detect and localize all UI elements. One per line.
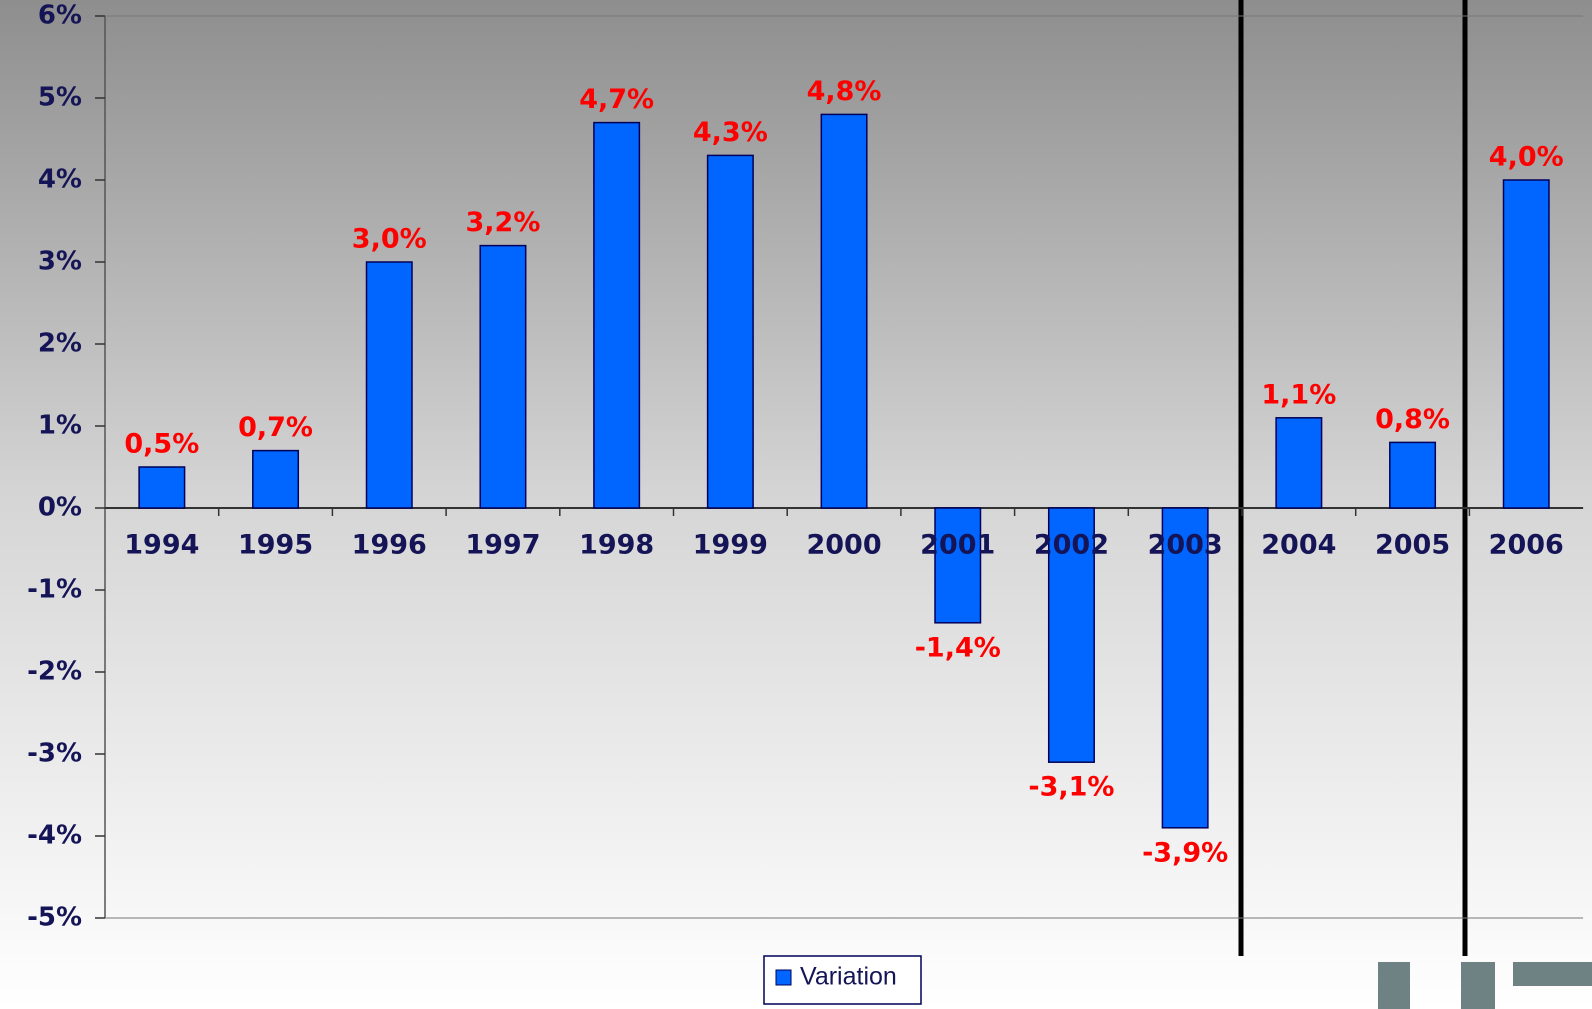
data-label: 3,2% bbox=[466, 207, 541, 238]
x-tick-label: 1999 bbox=[693, 530, 768, 561]
bar bbox=[252, 449, 300, 509]
x-tick-label: 2000 bbox=[806, 530, 881, 561]
y-tick-label: -5% bbox=[27, 903, 82, 933]
x-tick-label: 2003 bbox=[1148, 530, 1223, 561]
y-tick-label: 0% bbox=[38, 493, 82, 523]
data-label: 4,3% bbox=[693, 117, 768, 148]
x-tick-label: 2001 bbox=[920, 530, 995, 561]
bar bbox=[820, 113, 868, 509]
x-tick-label: 1995 bbox=[238, 530, 313, 561]
legend-swatch bbox=[775, 969, 792, 986]
data-label: -1,4% bbox=[915, 632, 1001, 663]
data-label: 4,8% bbox=[807, 76, 882, 107]
bar bbox=[1047, 507, 1095, 763]
data-label: 3,0% bbox=[352, 224, 427, 255]
y-tick-label: 3% bbox=[38, 247, 82, 277]
y-tick-label: 5% bbox=[38, 83, 82, 113]
bar bbox=[1161, 507, 1209, 829]
data-label: 0,8% bbox=[1375, 404, 1450, 435]
decoration bbox=[1513, 962, 1592, 986]
bar bbox=[1502, 179, 1550, 509]
y-tick-label: 2% bbox=[38, 329, 82, 359]
x-tick-label: 1998 bbox=[579, 530, 654, 561]
legend-label: Variation bbox=[800, 963, 897, 991]
data-label: 0,5% bbox=[124, 429, 199, 460]
y-tick-label: 4% bbox=[38, 165, 82, 195]
bar bbox=[934, 507, 982, 624]
x-tick-label: 1994 bbox=[124, 530, 199, 561]
y-tick-label: 1% bbox=[38, 411, 82, 441]
data-label: 4,7% bbox=[579, 84, 654, 115]
bar bbox=[1275, 417, 1323, 509]
x-tick-label: 1997 bbox=[465, 530, 540, 561]
data-label: 4,0% bbox=[1489, 142, 1564, 173]
x-tick-label: 1996 bbox=[352, 530, 427, 561]
y-tick-label: 6% bbox=[38, 1, 82, 31]
y-tick-label: -3% bbox=[27, 739, 82, 769]
data-label: 1,1% bbox=[1261, 379, 1336, 410]
x-tick-label: 2005 bbox=[1375, 530, 1450, 561]
data-label: -3,9% bbox=[1142, 837, 1228, 868]
bar bbox=[1389, 441, 1437, 509]
bar bbox=[479, 244, 527, 509]
y-tick-label: -4% bbox=[27, 821, 82, 851]
data-label: 0,7% bbox=[238, 412, 313, 443]
x-tick-label: 2002 bbox=[1034, 530, 1109, 561]
decoration bbox=[1378, 962, 1410, 1009]
bar bbox=[706, 154, 754, 509]
x-tick-label: 2006 bbox=[1489, 530, 1564, 561]
y-tick-label: -1% bbox=[27, 575, 82, 605]
y-tick-label: -2% bbox=[27, 657, 82, 687]
data-label: -3,1% bbox=[1028, 772, 1114, 803]
bar bbox=[138, 466, 186, 509]
decoration bbox=[1461, 962, 1495, 1009]
bar bbox=[593, 121, 641, 509]
x-tick-label: 2004 bbox=[1261, 530, 1336, 561]
bar bbox=[365, 261, 413, 509]
